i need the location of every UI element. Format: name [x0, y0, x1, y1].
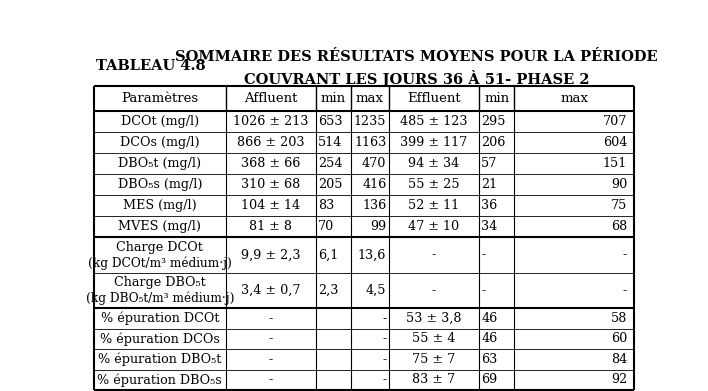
Text: Effluent: Effluent: [407, 92, 461, 105]
Text: -: -: [269, 312, 273, 325]
Text: SOMMAIRE DES RÉSULTATS MOYENS POUR LA PÉRIODE: SOMMAIRE DES RÉSULTATS MOYENS POUR LA PÉ…: [175, 50, 658, 64]
Text: % épuration DBO₅s: % épuration DBO₅s: [98, 373, 222, 387]
Text: 104 ± 14: 104 ± 14: [241, 199, 300, 212]
Text: 416: 416: [362, 178, 387, 191]
Text: DCOt (mg/l): DCOt (mg/l): [120, 115, 199, 128]
Text: 36: 36: [481, 199, 498, 212]
Text: Charge DCOt: Charge DCOt: [116, 240, 203, 254]
Text: 53 ± 3,8: 53 ± 3,8: [406, 312, 462, 325]
Text: 1163: 1163: [354, 136, 387, 149]
Text: 83: 83: [319, 199, 335, 212]
Text: 75: 75: [611, 199, 627, 212]
Text: 69: 69: [481, 373, 498, 386]
Text: 63: 63: [481, 353, 498, 366]
Text: -: -: [382, 312, 387, 325]
Text: 514: 514: [319, 136, 343, 149]
Text: 34: 34: [481, 220, 498, 233]
Text: -: -: [382, 332, 387, 346]
Text: 604: 604: [603, 136, 627, 149]
Text: -: -: [623, 284, 627, 297]
Text: 4,5: 4,5: [366, 284, 387, 297]
Text: 368 ± 66: 368 ± 66: [241, 157, 301, 170]
Text: 99: 99: [370, 220, 387, 233]
Text: 75 ± 7: 75 ± 7: [412, 353, 455, 366]
Text: 2,3: 2,3: [319, 284, 338, 297]
Text: -: -: [382, 353, 387, 366]
Text: -: -: [269, 353, 273, 366]
Text: 90: 90: [611, 178, 627, 191]
Text: 205: 205: [319, 178, 343, 191]
Text: -: -: [269, 373, 273, 386]
Text: 81 ± 8: 81 ± 8: [249, 220, 292, 233]
Text: 9,9 ± 2,3: 9,9 ± 2,3: [241, 248, 301, 262]
Text: 55 ± 25: 55 ± 25: [408, 178, 459, 191]
Text: % épuration DCOt: % épuration DCOt: [101, 312, 219, 325]
Text: 295: 295: [481, 115, 506, 128]
Text: -: -: [432, 248, 436, 262]
Text: 13,6: 13,6: [358, 248, 387, 262]
Text: -: -: [432, 284, 436, 297]
Text: 136: 136: [362, 199, 387, 212]
Text: 1026 ± 213: 1026 ± 213: [233, 115, 309, 128]
Text: DBO₅s (mg/l): DBO₅s (mg/l): [118, 178, 202, 191]
Text: -: -: [269, 332, 273, 346]
Text: -: -: [481, 248, 486, 262]
Text: 866 ± 203: 866 ± 203: [237, 136, 304, 149]
Text: Affluent: Affluent: [244, 92, 297, 105]
Text: 21: 21: [481, 178, 498, 191]
Text: DBO₅t (mg/l): DBO₅t (mg/l): [118, 157, 201, 170]
Text: MES (mg/l): MES (mg/l): [123, 199, 197, 212]
Text: 707: 707: [603, 115, 627, 128]
Text: 151: 151: [603, 157, 627, 170]
Text: -: -: [382, 373, 387, 386]
Text: 3,4 ± 0,7: 3,4 ± 0,7: [241, 284, 301, 297]
Text: 206: 206: [481, 136, 506, 149]
Text: Paramètres: Paramètres: [121, 92, 198, 105]
Text: (kg DBO₅t/m³ médium·j): (kg DBO₅t/m³ médium·j): [86, 292, 234, 305]
Text: DCOs (mg/l): DCOs (mg/l): [120, 136, 200, 149]
Text: COUVRANT LES JOURS 36 À 51- PHASE 2: COUVRANT LES JOURS 36 À 51- PHASE 2: [244, 70, 589, 87]
Text: 1235: 1235: [354, 115, 387, 128]
Text: 83 ± 7: 83 ± 7: [412, 373, 455, 386]
Text: 485 ± 123: 485 ± 123: [400, 115, 468, 128]
Text: 254: 254: [319, 157, 343, 170]
Text: MVES (mg/l): MVES (mg/l): [118, 220, 201, 233]
Text: -: -: [623, 248, 627, 262]
Text: min: min: [484, 92, 509, 105]
Text: 60: 60: [611, 332, 627, 346]
Text: % épuration DCOs: % épuration DCOs: [100, 332, 219, 346]
Text: max: max: [355, 92, 384, 105]
Text: 52 ± 11: 52 ± 11: [409, 199, 459, 212]
Text: 46: 46: [481, 332, 498, 346]
Text: max: max: [560, 92, 588, 105]
Text: -: -: [481, 284, 486, 297]
Text: 399 ± 117: 399 ± 117: [400, 136, 467, 149]
Text: 68: 68: [611, 220, 627, 233]
Text: 57: 57: [481, 157, 498, 170]
Text: 6,1: 6,1: [319, 248, 338, 262]
Text: 47 ± 10: 47 ± 10: [409, 220, 459, 233]
Text: 470: 470: [362, 157, 387, 170]
Text: 55 ± 4: 55 ± 4: [412, 332, 455, 346]
Text: TABLEAU 4.8: TABLEAU 4.8: [96, 59, 206, 74]
Text: 46: 46: [481, 312, 498, 325]
Text: 92: 92: [611, 373, 627, 386]
Text: 310 ± 68: 310 ± 68: [241, 178, 301, 191]
Text: 94 ± 34: 94 ± 34: [409, 157, 459, 170]
Text: 70: 70: [319, 220, 335, 233]
Text: % épuration DBO₅t: % épuration DBO₅t: [98, 353, 222, 366]
Text: 84: 84: [611, 353, 627, 366]
Text: (kg DCOt/m³ médium·j): (kg DCOt/m³ médium·j): [88, 256, 232, 269]
Text: 58: 58: [611, 312, 627, 325]
Text: min: min: [321, 92, 346, 105]
Text: Charge DBO₅t: Charge DBO₅t: [114, 276, 206, 289]
Text: 653: 653: [319, 115, 343, 128]
